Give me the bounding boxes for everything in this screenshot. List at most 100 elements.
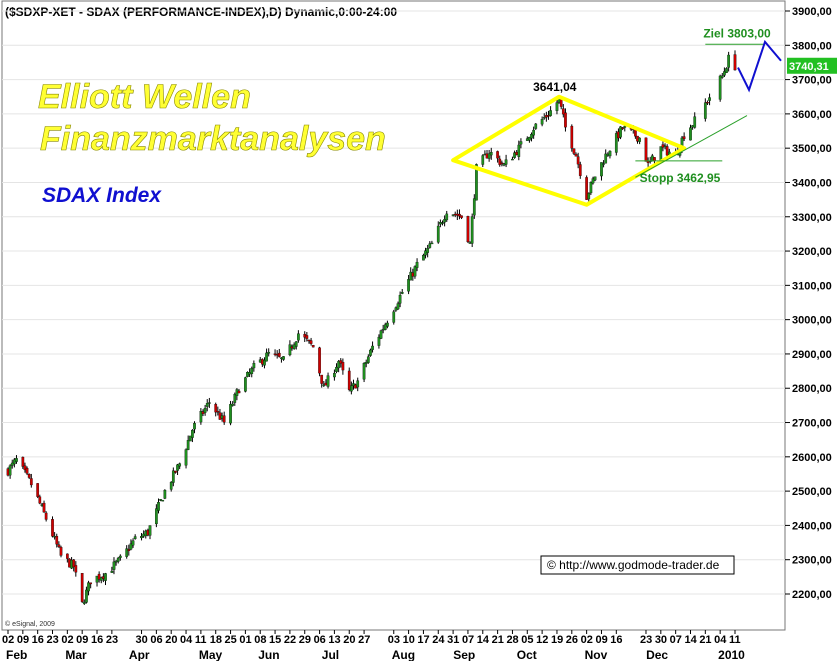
candle-body (178, 463, 182, 467)
candle-body (250, 368, 254, 375)
x-tick-label: 28 (506, 634, 518, 646)
x-tick-label: 11 (195, 634, 207, 646)
x-tick-label: 12 (536, 634, 548, 646)
stop-label: Stopp 3462,95 (640, 171, 721, 185)
x-tick-label: 19 (551, 634, 563, 646)
candle-body (10, 462, 14, 466)
candle-body (36, 483, 40, 497)
x-tick-label: 09 (595, 634, 607, 646)
candle-body (38, 496, 42, 504)
candle-body (186, 440, 190, 450)
y-tick-label: 3100,00 (792, 280, 832, 292)
candle-body (347, 370, 351, 390)
candle-body (398, 294, 402, 304)
candle-body (665, 146, 669, 156)
candle-body (131, 540, 135, 546)
candle-body (161, 500, 165, 502)
candle-body (614, 133, 618, 153)
candle-body (638, 137, 641, 142)
candle-body (356, 380, 360, 388)
x-month-label: Jun (258, 648, 279, 661)
candle-body (87, 582, 90, 592)
candle-body (237, 390, 241, 394)
candle-body (341, 361, 345, 371)
candle-body (377, 336, 381, 346)
candle-body (129, 543, 133, 550)
candle-body (578, 164, 582, 176)
candle-body (155, 508, 158, 525)
candle-body (364, 362, 368, 364)
candle-body (244, 377, 247, 392)
candle-body (42, 502, 46, 513)
support-trendline (635, 115, 748, 178)
candle-body (725, 68, 728, 73)
candle-body (621, 127, 625, 129)
candle-body (80, 573, 84, 602)
candle-body (383, 324, 387, 330)
y-tick-label: 2900,00 (792, 349, 832, 361)
candle-body (424, 250, 427, 256)
candle-body (415, 261, 419, 268)
candle-body (496, 151, 499, 159)
candle-body (386, 322, 389, 327)
y-tick-label: 2200,00 (792, 589, 832, 601)
y-tick-label: 2600,00 (792, 452, 832, 464)
candle-body (288, 344, 292, 356)
candle-body (191, 430, 194, 438)
candle-body (246, 372, 249, 377)
candle-body (125, 548, 129, 557)
y-tick-label: 2400,00 (792, 520, 832, 532)
candle-body (443, 219, 446, 223)
candle-body (326, 375, 330, 387)
candle-body (65, 553, 69, 559)
candle-body (428, 243, 432, 248)
x-tick-label: 16 (91, 634, 103, 646)
x-tick-label: 21 (699, 634, 711, 646)
y-tick-label: 2500,00 (792, 486, 832, 498)
elliott-projection (737, 39, 782, 93)
x-month-label: Sep (453, 648, 475, 661)
candle-body (333, 372, 336, 378)
last-price-label: 3740,31 (789, 61, 829, 73)
copyright-box (540, 555, 735, 575)
candle-body (171, 470, 175, 483)
candle-body (600, 162, 603, 177)
candle-body (623, 125, 627, 128)
title-line2: Finanzmarktanalysen (40, 120, 386, 158)
candle-body (188, 435, 192, 442)
y-tick-label: 3500,00 (792, 143, 832, 155)
x-tick-label: 25 (225, 634, 237, 646)
candle-body (436, 225, 440, 243)
candle-body (231, 403, 235, 406)
candle-body (720, 75, 724, 78)
candle-body (570, 125, 574, 149)
candle-body (644, 137, 648, 162)
last-price-box (787, 57, 837, 74)
candle-body (118, 555, 122, 558)
candle-body (205, 403, 209, 407)
candle-body (396, 303, 400, 310)
candle-body (233, 394, 237, 403)
candle-body (318, 347, 321, 374)
x-month-label: Mar (65, 648, 87, 661)
candle-body (72, 559, 76, 568)
candle-body (407, 279, 410, 292)
x-tick-label: 06 (150, 634, 162, 646)
candle-body (208, 402, 211, 404)
y-tick-label: 3700,00 (792, 75, 832, 87)
candle-body (267, 351, 271, 354)
candle-body (163, 489, 167, 499)
candle-body (602, 163, 605, 165)
x-tick-label: 11 (729, 634, 741, 646)
candle-body (460, 215, 463, 218)
candle-body (203, 408, 207, 413)
y-tick-label: 3000,00 (792, 315, 832, 327)
x-month-label: Jul (322, 648, 339, 661)
candle-body (366, 356, 370, 363)
y-tick-label: 3200,00 (792, 246, 832, 258)
candle-body (513, 152, 516, 158)
x-tick-label: 30 (655, 634, 667, 646)
candle-body (337, 361, 340, 369)
x-month-label: Dec (646, 648, 668, 661)
x-tick-label: 17 (417, 634, 429, 646)
